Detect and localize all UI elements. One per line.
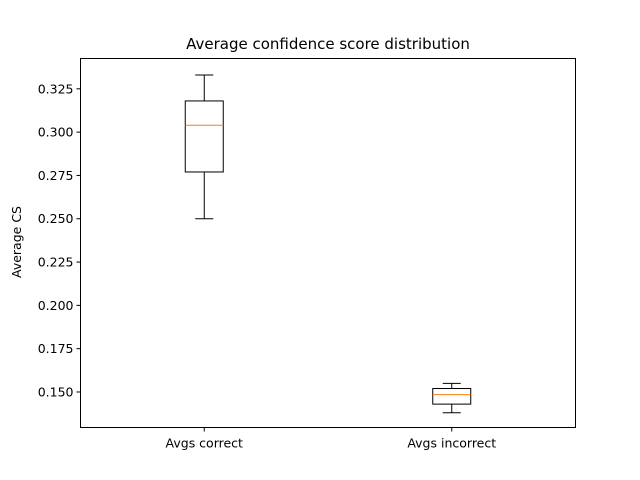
- x-tick-label: Avgs incorrect: [407, 436, 496, 451]
- box-iqr: [184, 100, 224, 173]
- x-tick-label: Avgs correct: [166, 436, 244, 451]
- box-iqr: [432, 388, 472, 405]
- y-tick-label: 0.325: [38, 81, 74, 96]
- y-tick-label: 0.250: [38, 211, 74, 226]
- y-tick-label: 0.200: [38, 298, 74, 313]
- y-tick-label: 0.275: [38, 168, 74, 183]
- chart-title: Average confidence score distribution: [186, 35, 470, 53]
- y-tick-label: 0.175: [38, 341, 74, 356]
- axes-frame: [80, 58, 576, 428]
- y-tick-label: 0.150: [38, 384, 74, 399]
- y-axis-label: Average CS: [9, 206, 24, 278]
- plot-area: 0.150 0.175 0.200 0.225 0.250 0.275 0.300 0.325…: [38, 74, 496, 451]
- y-tick-label: 0.225: [38, 255, 74, 270]
- y-tick-label: 0.300: [38, 125, 74, 140]
